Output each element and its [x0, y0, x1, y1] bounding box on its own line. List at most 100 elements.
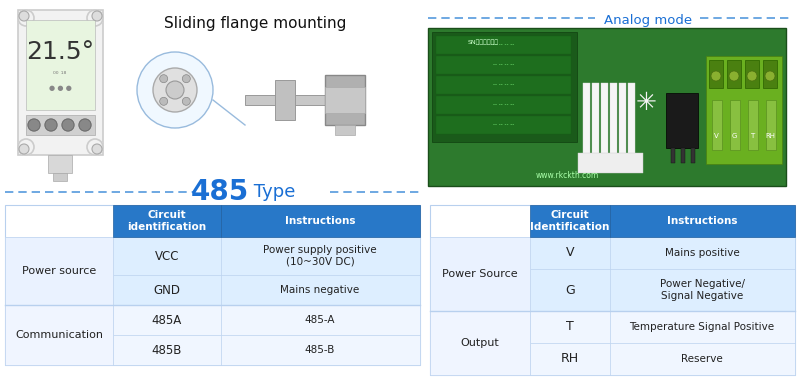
Bar — [113, 205, 221, 237]
Bar — [709, 60, 723, 88]
Text: Reserve: Reserve — [681, 354, 723, 364]
Circle shape — [747, 71, 757, 81]
Bar — [221, 335, 420, 365]
Bar — [221, 275, 420, 305]
Bar — [436, 76, 571, 94]
Bar — [5, 205, 420, 365]
Bar — [5, 237, 113, 365]
Text: -- -- -- --: -- -- -- -- — [494, 43, 514, 48]
Bar — [610, 269, 795, 311]
Text: -- -- -- --: -- -- -- -- — [494, 83, 514, 87]
Text: Type: Type — [248, 183, 296, 201]
Circle shape — [729, 71, 739, 81]
Bar — [325, 75, 365, 125]
Bar — [727, 60, 741, 88]
Bar — [221, 237, 420, 275]
Bar — [430, 311, 530, 375]
Circle shape — [19, 144, 29, 154]
Text: Communication: Communication — [15, 330, 103, 340]
Bar — [530, 343, 610, 375]
Text: Circuit
identification: Circuit identification — [127, 210, 206, 232]
Text: Power supply positive
(10~30V DC): Power supply positive (10~30V DC) — [263, 245, 377, 267]
Circle shape — [87, 139, 103, 155]
Text: 485-B: 485-B — [305, 345, 335, 355]
Bar — [113, 237, 221, 275]
Bar — [5, 237, 113, 305]
Text: www.rkckth.com: www.rkckth.com — [535, 172, 598, 181]
Text: Power source: Power source — [22, 266, 96, 276]
Text: Power Source: Power Source — [442, 269, 518, 279]
Bar — [432, 32, 577, 142]
Circle shape — [18, 10, 34, 26]
Bar — [592, 83, 599, 163]
Circle shape — [79, 119, 91, 131]
Bar — [712, 100, 722, 150]
Bar — [530, 237, 610, 269]
Bar — [436, 116, 571, 134]
Bar — [530, 205, 610, 237]
Bar — [335, 125, 355, 135]
Bar — [428, 28, 786, 186]
Text: G: G — [565, 284, 575, 296]
Bar — [530, 269, 610, 311]
Bar — [681, 148, 685, 163]
Text: Instructions: Instructions — [666, 216, 738, 226]
Bar — [601, 83, 608, 163]
Bar — [766, 100, 776, 150]
Text: V: V — [566, 246, 574, 259]
Bar — [691, 148, 695, 163]
Circle shape — [153, 68, 197, 112]
Text: -- -- -- --: -- -- -- -- — [494, 122, 514, 128]
Bar — [583, 83, 590, 163]
Bar — [530, 311, 610, 343]
Circle shape — [92, 144, 102, 154]
Bar — [628, 83, 635, 163]
Text: Output: Output — [461, 338, 499, 348]
Bar — [113, 275, 221, 305]
Circle shape — [45, 119, 57, 131]
Circle shape — [92, 11, 102, 21]
Text: 21.5°: 21.5° — [26, 40, 94, 64]
Circle shape — [765, 71, 775, 81]
Circle shape — [160, 98, 168, 105]
Text: Mains negative: Mains negative — [280, 285, 360, 295]
Text: Power Negative/
Signal Negative: Power Negative/ Signal Negative — [659, 279, 745, 301]
Bar — [748, 100, 758, 150]
Bar — [221, 305, 420, 335]
Text: Analog mode: Analog mode — [604, 14, 692, 27]
Text: V: V — [714, 133, 718, 139]
Circle shape — [28, 119, 40, 131]
Text: 485B: 485B — [152, 344, 182, 356]
Bar — [325, 87, 365, 113]
Text: G: G — [731, 133, 737, 139]
Bar — [763, 60, 777, 88]
Text: Circuit
Identification: Circuit Identification — [530, 210, 610, 232]
Bar — [610, 83, 617, 163]
Text: T: T — [750, 133, 754, 139]
Bar — [730, 100, 740, 150]
Circle shape — [160, 75, 168, 83]
Circle shape — [18, 139, 34, 155]
Text: 485-A: 485-A — [305, 315, 335, 325]
Text: Sliding flange mounting: Sliding flange mounting — [164, 16, 346, 31]
Text: -- -- -- --: -- -- -- -- — [494, 62, 514, 67]
Text: 485: 485 — [191, 178, 249, 206]
Circle shape — [182, 98, 190, 105]
Bar — [610, 343, 795, 375]
Bar — [436, 56, 571, 74]
Text: ● ● ●: ● ● ● — [49, 85, 71, 91]
Bar — [666, 93, 698, 148]
Circle shape — [19, 11, 29, 21]
Text: VCC: VCC — [154, 250, 179, 262]
Bar — [430, 205, 795, 375]
Circle shape — [166, 81, 184, 99]
Bar — [430, 237, 530, 311]
Bar — [430, 237, 530, 375]
Bar — [113, 305, 221, 335]
Text: SN调节开关说明: SN调节开关说明 — [467, 39, 498, 45]
Text: T: T — [566, 321, 574, 333]
Bar — [671, 148, 675, 163]
Bar — [610, 237, 795, 269]
Bar — [436, 36, 571, 54]
Text: Instructions: Instructions — [285, 216, 355, 226]
